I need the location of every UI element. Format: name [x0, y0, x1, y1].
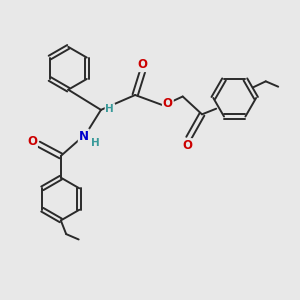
- Text: O: O: [138, 58, 148, 71]
- Text: N: N: [79, 130, 89, 142]
- Text: O: O: [27, 135, 37, 148]
- Text: O: O: [163, 98, 173, 110]
- Text: H: H: [91, 138, 99, 148]
- Text: O: O: [182, 139, 192, 152]
- Text: H: H: [106, 104, 114, 114]
